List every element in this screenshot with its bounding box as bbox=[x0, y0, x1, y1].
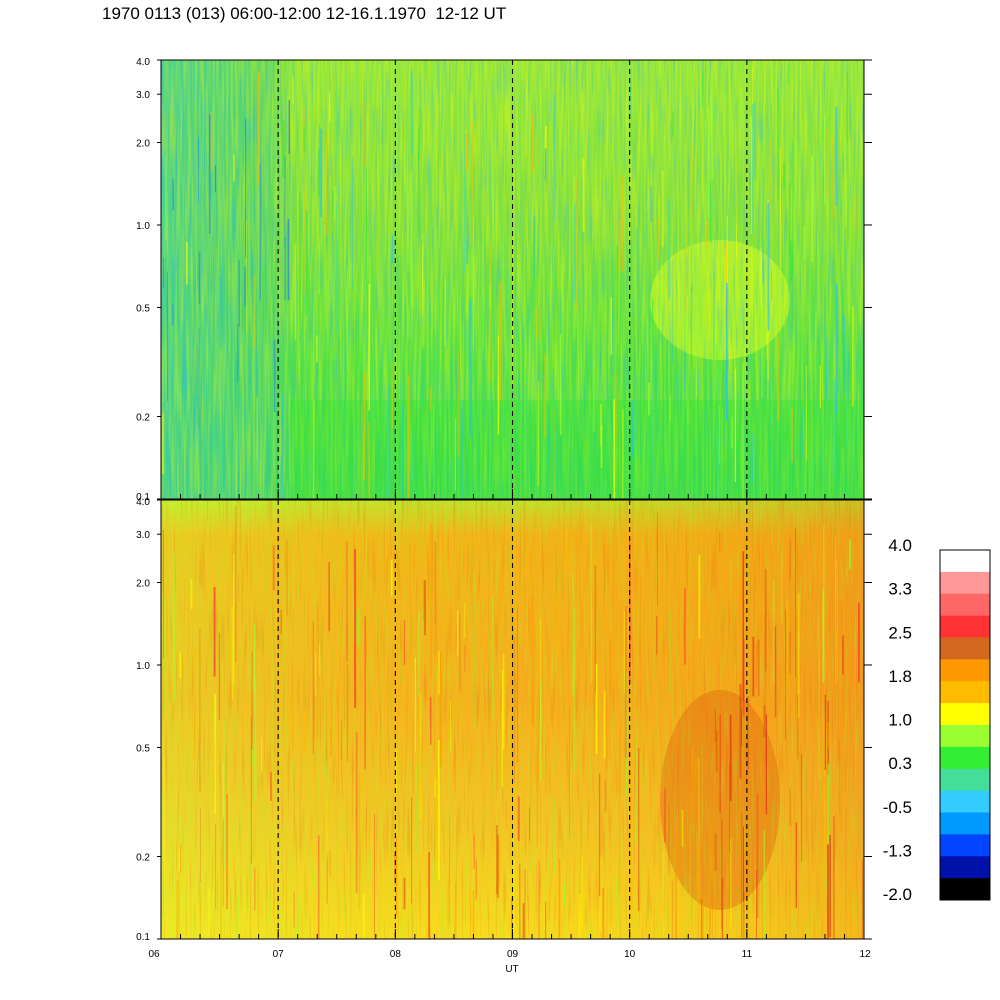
colorbar-frame bbox=[939, 549, 991, 901]
colorbar-swatch bbox=[940, 615, 990, 638]
colorbar-swatch bbox=[940, 725, 990, 748]
y-tick-label: 0.2 bbox=[136, 853, 150, 864]
y-tick-label: 0.1 bbox=[136, 932, 150, 943]
colorbar-swatch bbox=[940, 637, 990, 660]
x-tick-label: 12 bbox=[859, 949, 871, 960]
colorbar-label: 2.5 bbox=[888, 623, 912, 642]
y-tick-label: 0.5 bbox=[136, 743, 150, 754]
colorbar-swatch bbox=[940, 790, 990, 813]
y-tick-label: 0.1 bbox=[136, 492, 150, 503]
colorbar-swatch bbox=[940, 593, 990, 616]
x-tick-label: 08 bbox=[390, 949, 402, 960]
colorbar-swatch bbox=[940, 856, 990, 879]
y-tick-label: 2.0 bbox=[136, 138, 150, 149]
colorbar-swatch bbox=[940, 812, 990, 835]
colorbar-label: -1.3 bbox=[883, 841, 912, 860]
y-tick-label: 2.0 bbox=[136, 578, 150, 589]
colorbar: 4.0 3.3 2.5 1.8 1.0 0.3 -0.5 -1.3 -2.0 bbox=[883, 536, 991, 904]
colorbar-label: 0.3 bbox=[888, 754, 912, 773]
y-tick-label: 3.0 bbox=[136, 90, 150, 101]
colorbar-swatch bbox=[940, 834, 990, 857]
y-tick-label: 0.5 bbox=[136, 303, 150, 314]
x-tick-label: 09 bbox=[507, 949, 519, 960]
x-tick-label: 07 bbox=[273, 949, 285, 960]
x-tick-label: 06 bbox=[148, 949, 160, 960]
colorbar-label: 3.3 bbox=[888, 580, 912, 599]
x-tick-label: 11 bbox=[742, 949, 753, 960]
y-tick-label: 4.0 bbox=[136, 57, 150, 68]
y-tick-label: 1.0 bbox=[136, 661, 150, 672]
x-tick-label: 10 bbox=[624, 949, 636, 960]
colorbar-label: -0.5 bbox=[883, 798, 912, 817]
y-tick-label: 1.0 bbox=[136, 221, 150, 232]
y-tick-label: 3.0 bbox=[136, 530, 150, 541]
colorbar-swatch bbox=[940, 550, 990, 573]
colorbar-label: 1.8 bbox=[888, 667, 912, 686]
colorbar-swatch bbox=[940, 681, 990, 704]
colorbar-swatch bbox=[940, 571, 990, 595]
x-axis-label: UT bbox=[505, 964, 518, 975]
colorbar-label: 4.0 bbox=[888, 536, 912, 555]
y-tick-label: 0.2 bbox=[136, 413, 150, 424]
colorbar-swatch bbox=[940, 768, 990, 791]
figure-title: 1970 0113 (013) 06:00-12:00 12-16.1.1970… bbox=[102, 4, 507, 23]
colorbar-swatch bbox=[940, 703, 990, 726]
y-tick-label: 4.0 bbox=[136, 497, 150, 508]
colorbar-swatch bbox=[940, 878, 990, 901]
colorbar-swatch bbox=[940, 746, 990, 770]
colorbar-label: -2.0 bbox=[883, 885, 912, 904]
colorbar-label: 1.0 bbox=[888, 711, 912, 730]
colorbar-swatch bbox=[940, 659, 990, 682]
